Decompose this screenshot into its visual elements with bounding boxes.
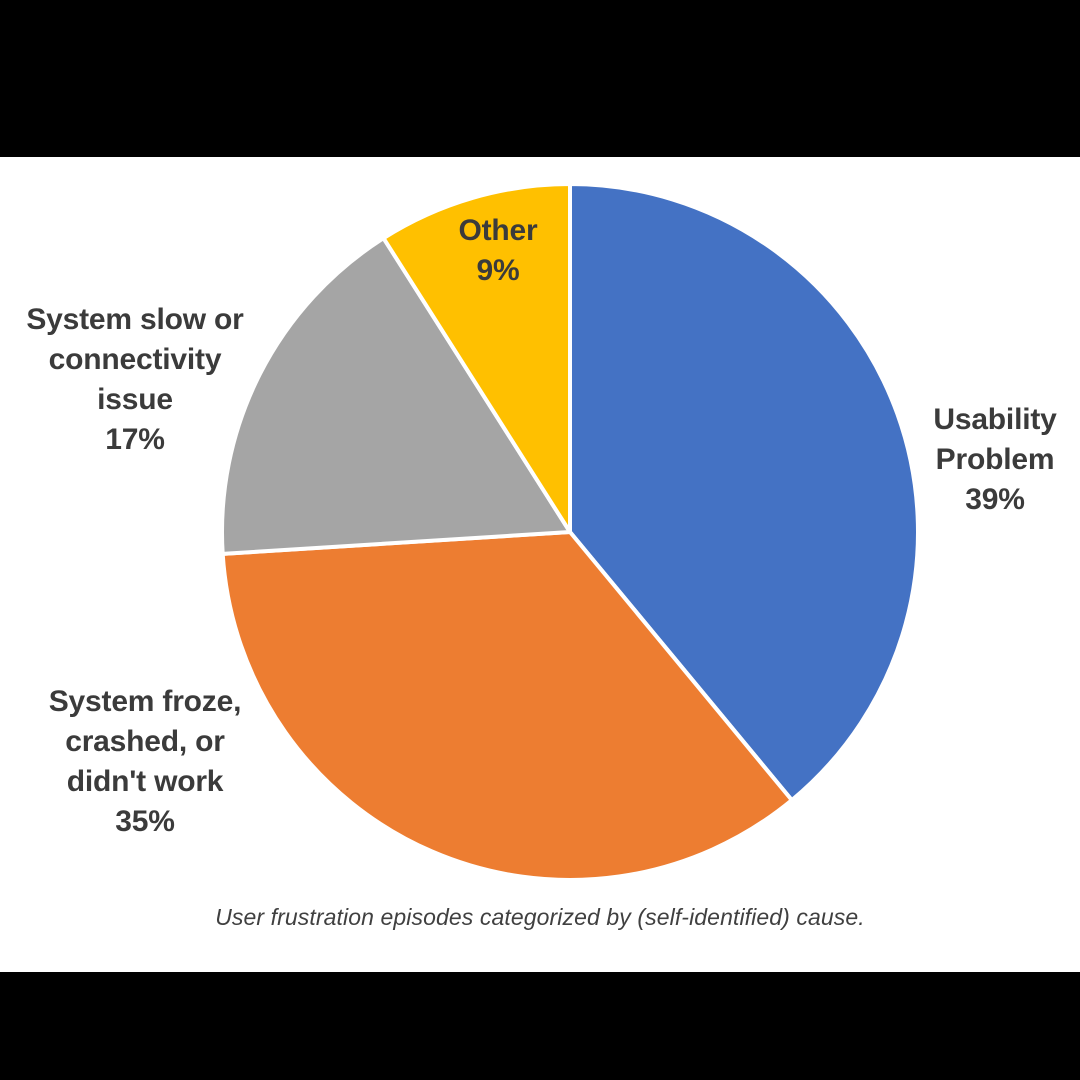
pie-slice-group: [220, 182, 920, 882]
chart-caption: User frustration episodes categorized by…: [215, 904, 865, 930]
pie-slice-0: [568, 182, 920, 803]
pie-label-usability-problem: Usability Problem 39%: [933, 403, 1057, 516]
pie-slice-3: [381, 182, 572, 534]
letterbox-bar-bottom: [0, 972, 1080, 1080]
pie-slice-1: [220, 530, 794, 882]
pie-label-system-froze-crashed-or-didnt-work: System froze, crashed, or didn't work 35…: [48, 685, 242, 838]
pie-label-system-slow-or-connectivity-issue: System slow or connectivity issue 17%: [26, 303, 244, 456]
pie-label-other: Other 9%: [458, 214, 538, 287]
letterbox-bar-top: [0, 0, 1080, 157]
slide-canvas: Usability Problem 39% System slow or con…: [0, 157, 1080, 972]
pie-slice-2: [220, 236, 572, 556]
pie-chart: Usability Problem 39% System slow or con…: [0, 157, 1080, 972]
pie-chart-svg: [220, 182, 920, 882]
